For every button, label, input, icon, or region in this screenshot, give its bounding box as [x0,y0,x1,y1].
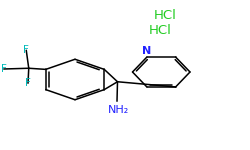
Text: F: F [1,64,7,74]
Text: F: F [23,45,29,55]
Text: HCl: HCl [154,9,176,22]
Text: NH₂: NH₂ [108,105,129,115]
Text: N: N [142,46,152,56]
Text: HCl: HCl [149,24,172,36]
Text: F: F [25,78,31,88]
